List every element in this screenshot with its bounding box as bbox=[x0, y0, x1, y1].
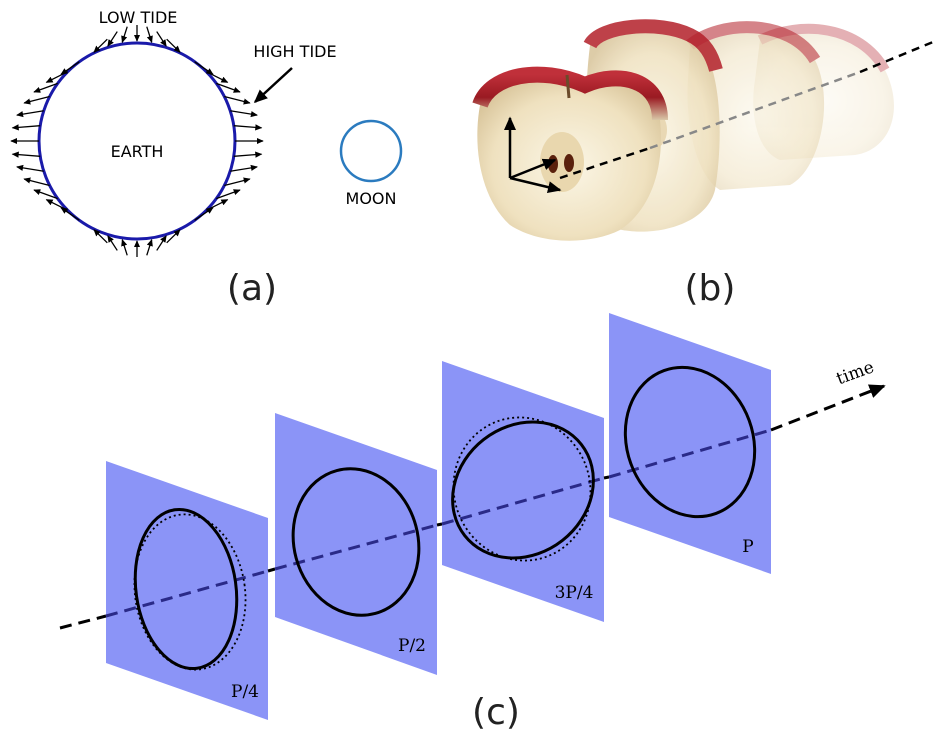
tidal-arrow bbox=[166, 229, 181, 244]
caption-b: (b) bbox=[685, 268, 736, 309]
time-axis-segment-6 bbox=[603, 475, 610, 480]
tidal-arrow bbox=[230, 110, 258, 118]
deformed-ring-4 bbox=[623, 365, 757, 519]
caption-a: (a) bbox=[227, 268, 277, 309]
tidal-arrow bbox=[224, 95, 251, 105]
tidal-arrow bbox=[33, 82, 58, 93]
slice-label-p4: P/4 bbox=[231, 682, 259, 702]
time-axis-arrow bbox=[770, 384, 886, 432]
time-plane-3 bbox=[442, 361, 604, 622]
apple-illustration bbox=[472, 19, 933, 241]
apple-axis-dashed-mid bbox=[649, 70, 861, 150]
tidal-arrow bbox=[233, 124, 263, 131]
slice-label-3p4: 3P/4 bbox=[555, 583, 594, 603]
tidal-arrow bbox=[11, 124, 41, 131]
time-plane-2 bbox=[275, 413, 437, 675]
tidal-arrow bbox=[33, 189, 58, 200]
time-axis-segment-7 bbox=[608, 428, 772, 479]
tidal-arrow bbox=[107, 31, 118, 47]
apple-slice-1 bbox=[472, 66, 668, 241]
tidal-arrow bbox=[107, 235, 118, 251]
tidal-arrow bbox=[121, 238, 128, 256]
slice-label-p2: P/2 bbox=[398, 636, 426, 656]
moon-label: MOON bbox=[346, 189, 397, 208]
tidal-arrow bbox=[230, 164, 258, 172]
tidal-arrow bbox=[23, 95, 50, 105]
tidal-arrow bbox=[216, 189, 241, 200]
time-axis-segment-3 bbox=[274, 523, 438, 571]
tidal-arrow bbox=[216, 82, 241, 93]
time-axis-segment-0 bbox=[59, 614, 107, 630]
moon-circle bbox=[339, 119, 403, 183]
tidal-arrow bbox=[224, 177, 251, 187]
tidal-arrow bbox=[121, 26, 128, 44]
earth-circle bbox=[37, 41, 237, 241]
tidal-arrow bbox=[206, 71, 229, 83]
high-tide-label: HIGH TIDE bbox=[253, 42, 336, 61]
time-axis-segment-1 bbox=[105, 569, 269, 618]
tidal-arrow bbox=[156, 31, 167, 47]
apple-axis-dashed-front bbox=[559, 146, 651, 180]
coordinate-axes bbox=[504, 116, 562, 194]
tidal-arrow bbox=[60, 61, 80, 75]
deformed-ring-3 bbox=[451, 420, 595, 560]
tidal-arrow bbox=[233, 151, 263, 158]
time-plane-1 bbox=[106, 461, 268, 720]
panel-c: P/4 P/2 3P/4 P time (c) bbox=[59, 313, 886, 733]
time-plane-4 bbox=[609, 313, 771, 574]
time-axis-segment-2 bbox=[267, 567, 276, 573]
deformed-ring-1 bbox=[133, 507, 239, 671]
tidal-arrow bbox=[45, 199, 68, 211]
tidal-arrow bbox=[166, 38, 181, 53]
reference-circle-3 bbox=[452, 416, 592, 562]
tidal-force-arrows bbox=[10, 25, 264, 257]
tidal-arrow bbox=[146, 238, 153, 256]
panel-b: (b) bbox=[472, 19, 933, 309]
tidal-arrow bbox=[23, 177, 50, 187]
tidal-arrow bbox=[146, 26, 153, 44]
time-axis-segment-4 bbox=[436, 522, 443, 527]
time-axis-segment-5 bbox=[441, 476, 605, 526]
tidal-arrow bbox=[93, 229, 108, 244]
slice-label-p: P bbox=[742, 537, 753, 557]
deformed-ring-2 bbox=[291, 467, 421, 617]
high-tide-pointer-arrow bbox=[253, 67, 293, 104]
tidal-arrow bbox=[16, 164, 44, 172]
caption-c: (c) bbox=[472, 692, 520, 733]
tidal-arrow bbox=[194, 207, 214, 221]
tidal-arrow bbox=[16, 110, 44, 118]
tidal-arrow bbox=[60, 207, 80, 221]
low-tide-label: LOW TIDE bbox=[99, 8, 178, 27]
earth-label: EARTH bbox=[111, 142, 164, 161]
tidal-arrow bbox=[93, 38, 108, 53]
panel-a: LOW TIDE HIGH TIDE EARTH MOON (a) bbox=[10, 8, 403, 309]
tidal-arrow bbox=[11, 151, 41, 158]
tidal-arrow bbox=[156, 235, 167, 251]
time-axis-label: time bbox=[834, 357, 877, 389]
tidal-arrow bbox=[194, 61, 214, 75]
